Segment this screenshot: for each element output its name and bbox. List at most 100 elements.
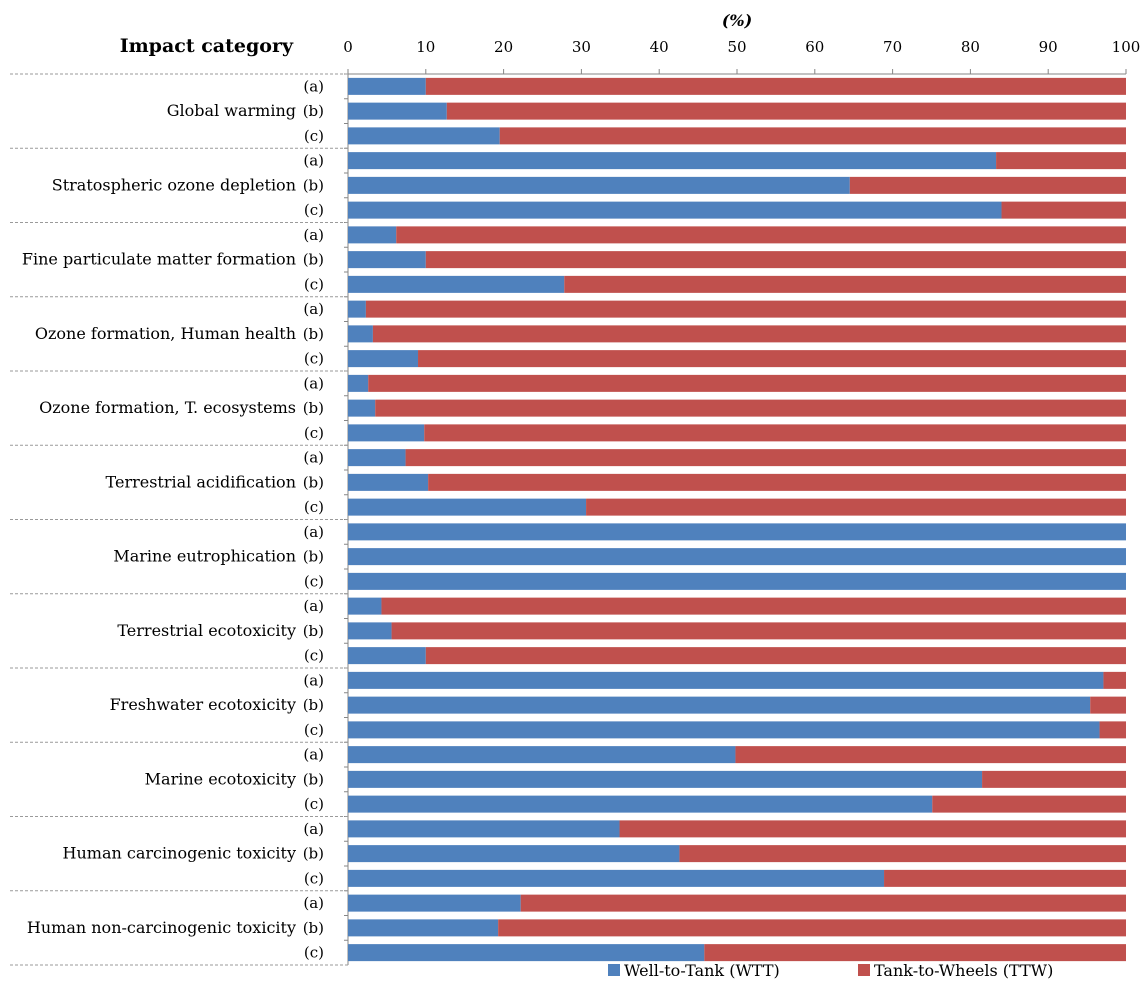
subcategory-label: (b) <box>303 845 324 863</box>
bars <box>348 77 1127 962</box>
category-label: Ozone formation, T. ecosystems <box>39 398 296 417</box>
subcategory-label: (b) <box>303 176 324 194</box>
bar-segment-wtt <box>348 622 392 640</box>
category-label: Marine eutrophication <box>113 547 296 566</box>
bar-segment-wtt <box>348 746 736 764</box>
bar-segment-wtt <box>348 350 419 368</box>
bar-segment-wtt <box>348 894 521 912</box>
subcategory-label: (b) <box>303 102 324 120</box>
category-label: Global warming <box>167 101 296 120</box>
bar-segment-wtt <box>348 325 373 343</box>
subcategory-label: (b) <box>303 919 324 937</box>
bar-segment-wtt <box>348 399 376 417</box>
subcategory-label: (a) <box>303 152 324 170</box>
category-label: Stratospheric ozone depletion <box>52 175 296 194</box>
y-axis-title: Impact category <box>120 35 294 57</box>
legend-label: Well-to-Tank (WTT) <box>624 961 780 980</box>
bar-segment-ttw <box>381 597 1127 615</box>
chart-title: (%) <box>722 11 752 30</box>
bar-segment-ttw <box>1099 721 1126 739</box>
bar-segment-wtt <box>348 275 565 293</box>
bar-segment-wtt <box>348 226 397 244</box>
bar-segment-wtt <box>348 152 997 170</box>
bar-segment-ttw <box>375 399 1127 417</box>
subcategory-label: (a) <box>303 671 324 689</box>
bar-segment-ttw <box>446 102 1126 120</box>
subcategory-label: (b) <box>303 696 324 714</box>
bar-segment-ttw <box>586 498 1126 516</box>
bar-segment-ttw <box>1001 201 1126 219</box>
bar-segment-ttw <box>365 300 1126 318</box>
subcategory-label: (a) <box>303 374 324 392</box>
category-label: Human carcinogenic toxicity <box>63 844 296 863</box>
x-tick-label: 20 <box>494 38 513 56</box>
subcategory-label: (c) <box>304 721 324 739</box>
legend-swatch <box>608 964 620 976</box>
bar-segment-wtt <box>348 251 426 269</box>
bar-segment-wtt <box>348 597 382 615</box>
bar-segment-wtt <box>348 498 587 516</box>
x-tick-label: 50 <box>727 38 746 56</box>
bar-segment-ttw <box>499 127 1127 145</box>
subcategory-label: (a) <box>303 820 324 838</box>
bar-segment-wtt <box>348 721 1100 739</box>
category-label: Human non-carcinogenic toxicity <box>27 918 296 937</box>
bar-segment-ttw <box>849 176 1126 194</box>
subcategory-label: (a) <box>303 597 324 615</box>
bar-segment-ttw <box>1103 671 1126 689</box>
category-label: Freshwater ecotoxicity <box>110 695 296 714</box>
legend: Well-to-Tank (WTT) Tank-to-Wheels (TTW) <box>608 961 1053 980</box>
bar-segment-wtt <box>348 548 1126 566</box>
bar-segment-ttw <box>520 894 1126 912</box>
bar-segment-wtt <box>348 820 620 838</box>
bar-segment-ttw <box>498 919 1126 937</box>
subcategory-label: (c) <box>304 795 324 813</box>
bar-segment-ttw <box>368 374 1126 392</box>
bar-segment-ttw <box>884 869 1126 887</box>
bar-segment-wtt <box>348 572 1126 590</box>
x-tick-label: 60 <box>805 38 824 56</box>
bar-segment-wtt <box>348 176 850 194</box>
bar-segment-ttw <box>428 473 1126 491</box>
subcategory-label: (a) <box>303 449 324 467</box>
x-tick-label: 10 <box>416 38 435 56</box>
bar-segment-wtt <box>348 770 983 788</box>
subcategory-label: (b) <box>303 548 324 566</box>
subcategory-label: (a) <box>303 77 324 95</box>
bar-segment-ttw <box>1090 696 1126 714</box>
x-tick-label: 0 <box>343 38 353 56</box>
bar-segment-ttw <box>932 795 1126 813</box>
x-tick-label: 40 <box>650 38 669 56</box>
bar-segment-ttw <box>619 820 1126 838</box>
subcategory-label: (a) <box>303 523 324 541</box>
bar-segment-wtt <box>348 671 1104 689</box>
bar-segment-ttw <box>564 275 1126 293</box>
bar-segment-ttw <box>425 251 1126 269</box>
bar-segment-ttw <box>704 944 1126 962</box>
bar-segment-wtt <box>348 696 1091 714</box>
subcategory-label: (c) <box>304 498 324 516</box>
bar-segment-ttw <box>391 622 1126 640</box>
x-tick-label: 80 <box>961 38 980 56</box>
subcategory-label: (c) <box>304 572 324 590</box>
bar-segment-wtt <box>348 102 447 120</box>
bar-segment-wtt <box>348 845 680 863</box>
subcategory-label: (c) <box>304 944 324 962</box>
category-label: Terrestrial ecotoxicity <box>117 621 296 640</box>
subcategory-label: (b) <box>303 325 324 343</box>
subcategory-label: (a) <box>303 894 324 912</box>
subcategory-label: (c) <box>304 869 324 887</box>
bar-segment-ttw <box>418 350 1126 368</box>
legend-label: Tank-to-Wheels (TTW) <box>874 961 1053 980</box>
bar-segment-wtt <box>348 77 426 95</box>
subcategory-label: (b) <box>303 770 324 788</box>
bar-segment-ttw <box>679 845 1126 863</box>
category-labels: (a) (b) (c) Global warming (a) (b) (c) Stratosp… <box>22 77 324 961</box>
category-label: Fine particulate matter formation <box>22 250 296 269</box>
bar-segment-ttw <box>996 152 1126 170</box>
subcategory-label: (a) <box>303 746 324 764</box>
subcategory-label: (c) <box>304 201 324 219</box>
bar-segment-wtt <box>348 424 425 442</box>
x-tick-label: 30 <box>572 38 591 56</box>
